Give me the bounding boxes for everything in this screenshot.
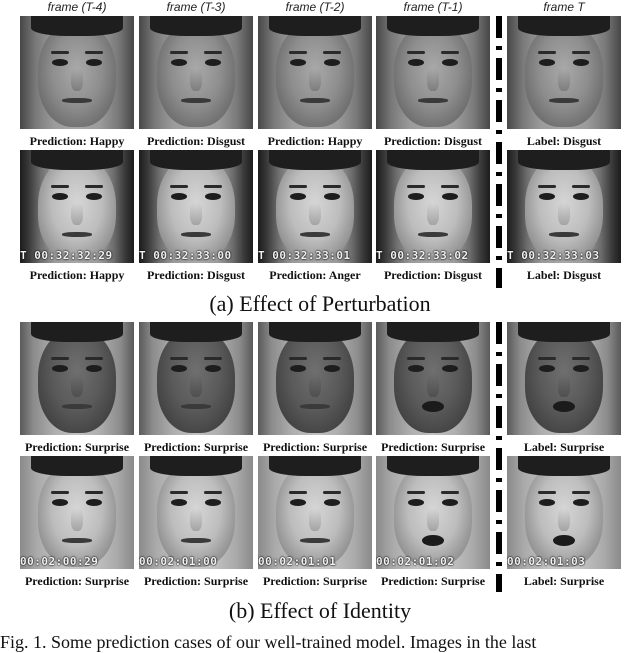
timestamp-a2-t2: T 00:32:33:01 bbox=[258, 249, 351, 262]
frame-header-t2: frame (T-2) bbox=[285, 0, 345, 14]
caption-b2-t3: Prediction: Surprise bbox=[143, 574, 249, 588]
face-image-b1-t4 bbox=[20, 322, 134, 435]
caption-a2-t2: Prediction: Anger bbox=[269, 268, 361, 282]
separator-line-a bbox=[496, 16, 502, 288]
face-image-a2-t4: T 00:32:32:29 bbox=[20, 150, 134, 263]
face-image-a1-t4 bbox=[20, 16, 134, 129]
timestamp-b2-t3: 00:02:01:00 bbox=[139, 555, 218, 568]
face-image-b2-t1: 00:02:01:02 bbox=[376, 456, 490, 569]
caption-a2-t4: Prediction: Happy bbox=[29, 268, 125, 282]
face-image-b2-t: 00:02:01:03 bbox=[507, 456, 621, 569]
caption-b2-t4: Prediction: Surprise bbox=[24, 574, 130, 588]
face-image-a2-t1: T 00:32:33:02 bbox=[376, 150, 490, 263]
subcaption-a: (a) Effect of Perturbation bbox=[209, 291, 431, 316]
face-image-a2-t2: T 00:32:33:01 bbox=[258, 150, 372, 263]
caption-a2-t3: Prediction: Disgust bbox=[146, 268, 246, 282]
face-image-a2-t: T 00:32:33:03 bbox=[507, 150, 621, 263]
timestamp-a2-t3: T 00:32:33:00 bbox=[139, 249, 232, 262]
face-image-b1-t1 bbox=[376, 322, 490, 435]
face-image-b2-t4: 00:02:00:29 bbox=[20, 456, 134, 569]
timestamp-b2-t2: 00:02:01:01 bbox=[258, 555, 337, 568]
caption-b1-t4: Prediction: Surprise bbox=[24, 440, 130, 454]
face-image-a1-t3 bbox=[139, 16, 253, 129]
caption-a1-t: Label: Disgust bbox=[526, 134, 602, 148]
caption-b2-t: Label: Surprise bbox=[523, 574, 605, 588]
caption-b1-t2: Prediction: Surprise bbox=[262, 440, 368, 454]
timestamp-a2-t1: T 00:32:33:02 bbox=[376, 249, 469, 262]
face-image-b2-t3: 00:02:01:00 bbox=[139, 456, 253, 569]
frame-header-t3: frame (T-3) bbox=[166, 0, 226, 14]
caption-b1-t1: Prediction: Surprise bbox=[380, 440, 486, 454]
caption-a2-t1: Prediction: Disgust bbox=[383, 268, 483, 282]
timestamp-b2-t: 00:02:01:03 bbox=[507, 555, 586, 568]
face-image-a1-t2 bbox=[258, 16, 372, 129]
caption-b2-t1: Prediction: Surprise bbox=[380, 574, 486, 588]
timestamp-b2-t1: 00:02:01:02 bbox=[376, 555, 455, 568]
face-image-b1-t bbox=[507, 322, 621, 435]
face-image-b1-t2 bbox=[258, 322, 372, 435]
caption-b1-t: Label: Surprise bbox=[523, 440, 605, 454]
face-image-a1-t bbox=[507, 16, 621, 129]
figure-caption: Fig. 1. Some prediction cases of our wel… bbox=[0, 632, 537, 652]
face-image-a1-t1 bbox=[376, 16, 490, 129]
caption-a1-t1: Prediction: Disgust bbox=[383, 134, 483, 148]
frame-header-t: frame T bbox=[543, 0, 585, 14]
caption-a2-t: Label: Disgust bbox=[526, 268, 602, 282]
timestamp-a2-t: T 00:32:33:03 bbox=[507, 249, 600, 262]
face-image-b2-t2: 00:02:01:01 bbox=[258, 456, 372, 569]
caption-a1-t2: Prediction: Happy bbox=[267, 134, 363, 148]
face-image-a2-t3: T 00:32:33:00 bbox=[139, 150, 253, 263]
frame-header-t1: frame (T-1) bbox=[403, 0, 463, 14]
timestamp-b2-t4: 00:02:00:29 bbox=[20, 555, 99, 568]
face-image-b1-t3 bbox=[139, 322, 253, 435]
frame-header-t4: frame (T-4) bbox=[47, 0, 107, 14]
caption-a1-t4: Prediction: Happy bbox=[29, 134, 125, 148]
timestamp-a2-t4: T 00:32:32:29 bbox=[20, 249, 113, 262]
separator-line-b bbox=[496, 322, 502, 592]
subcaption-b: (b) Effect of Identity bbox=[228, 598, 412, 623]
caption-b1-t3: Prediction: Surprise bbox=[143, 440, 249, 454]
caption-b2-t2: Prediction: Surprise bbox=[262, 574, 368, 588]
caption-a1-t3: Prediction: Disgust bbox=[146, 134, 246, 148]
